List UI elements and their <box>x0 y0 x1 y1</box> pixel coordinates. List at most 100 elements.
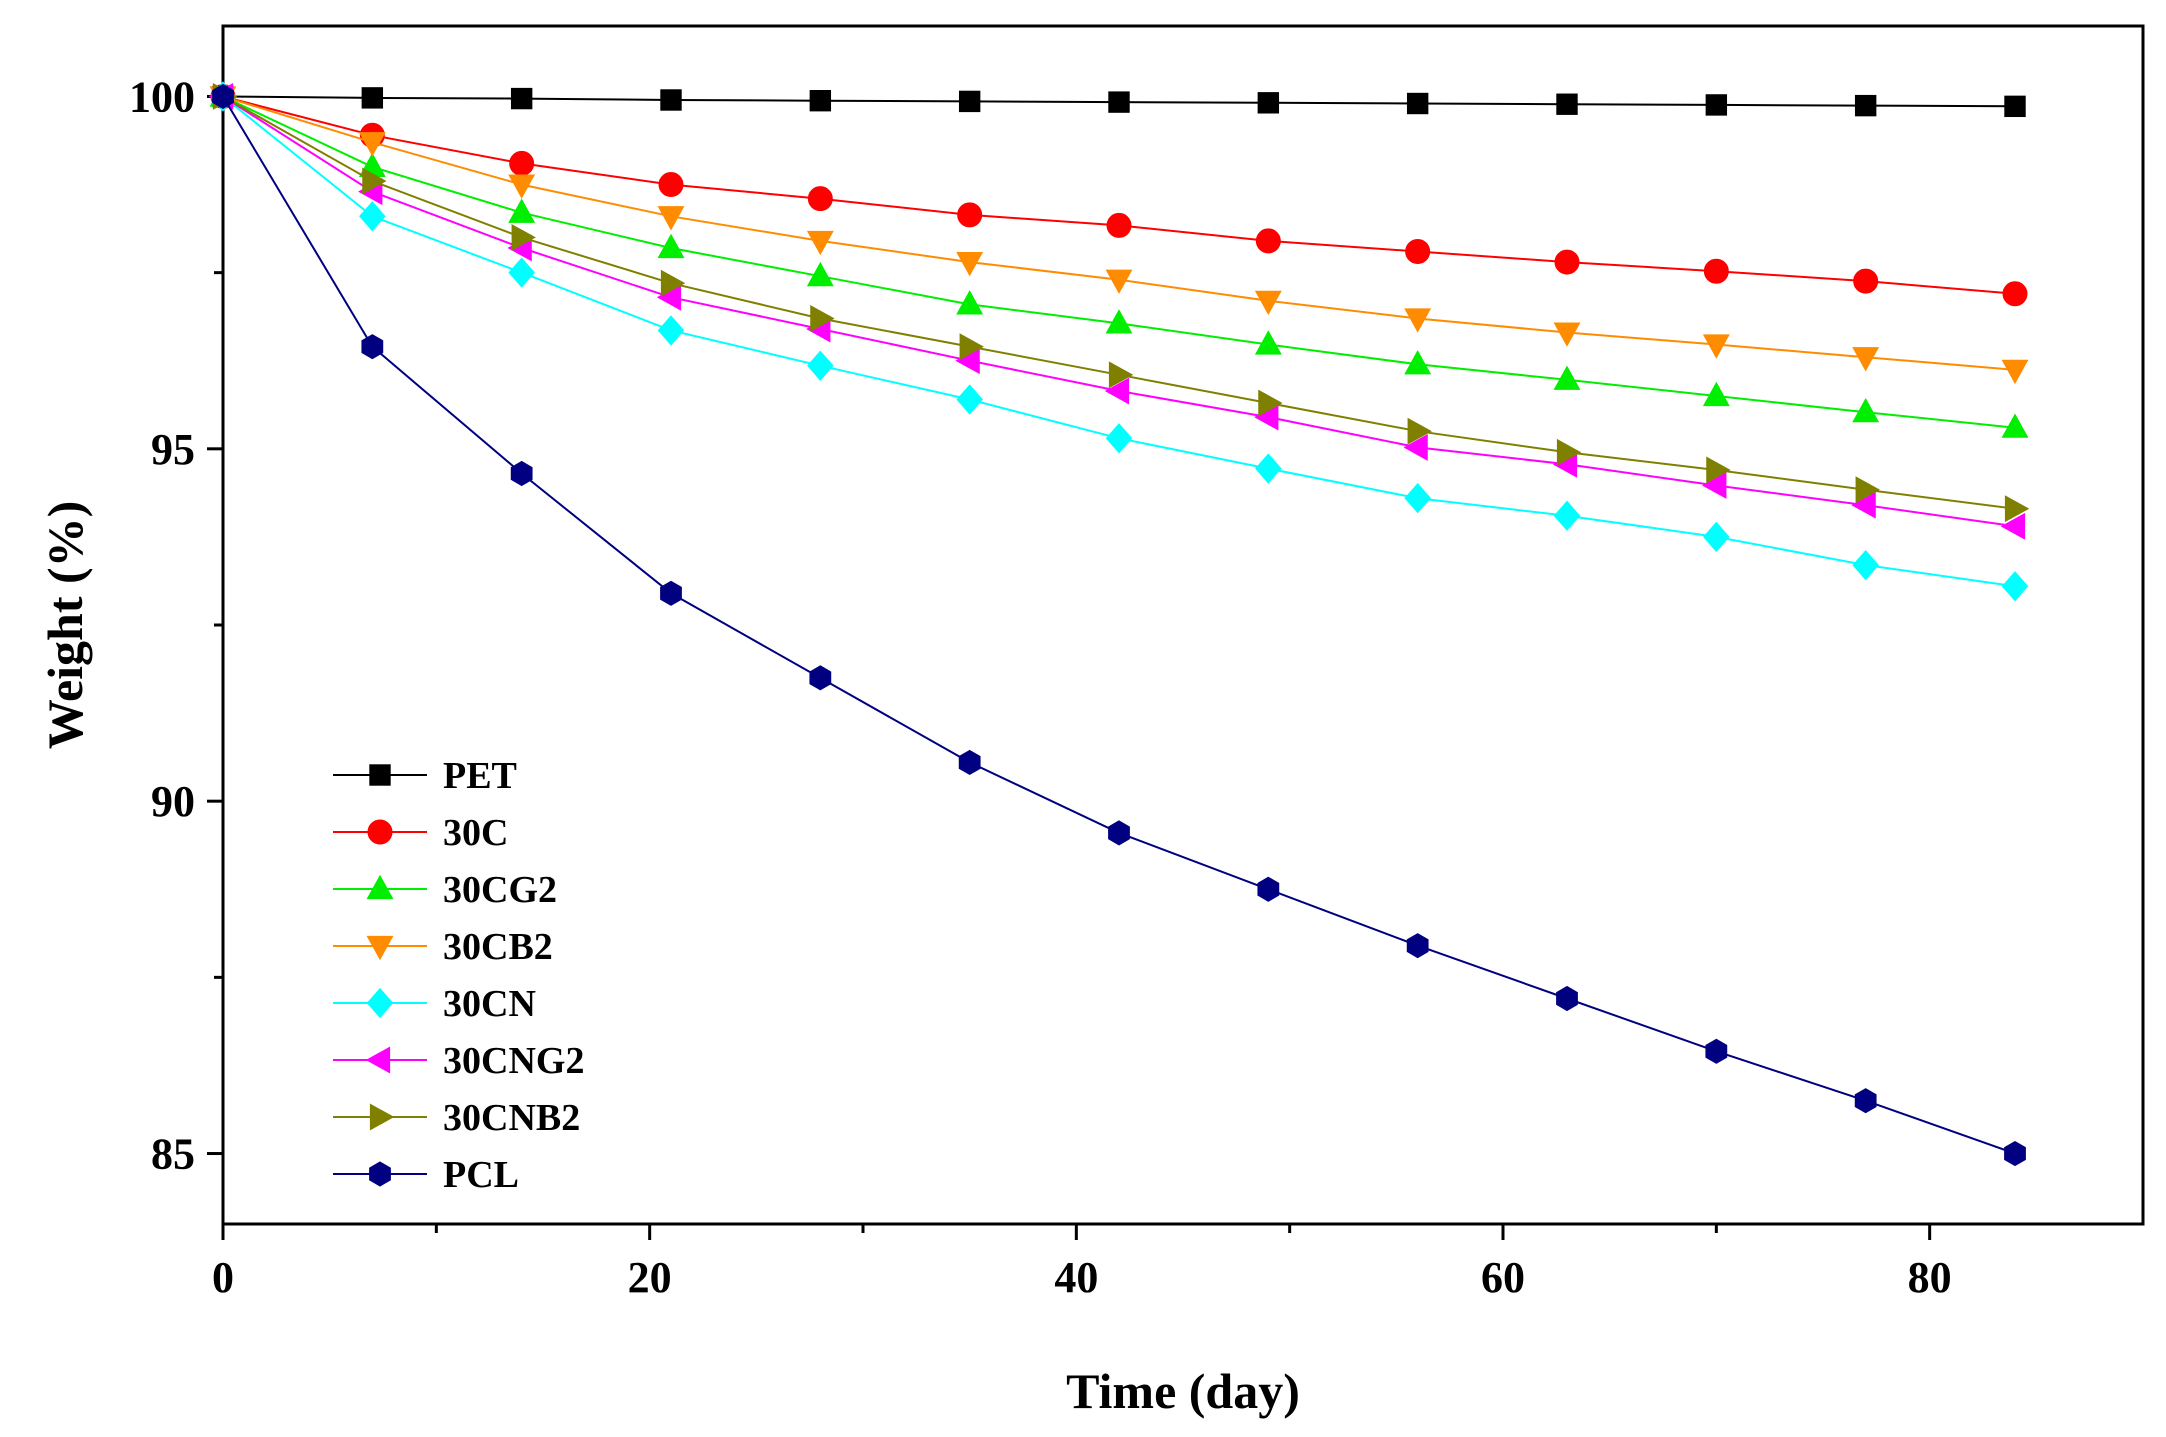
series-30C <box>210 83 2028 307</box>
legend-label: PCL <box>443 1154 519 1196</box>
data-point <box>957 202 983 228</box>
data-point <box>1404 350 1432 375</box>
data-point <box>959 333 984 361</box>
data-point <box>807 186 833 212</box>
data-point <box>1855 476 1880 504</box>
x-tick-label: 0 <box>212 1253 234 1302</box>
data-point <box>1553 365 1581 390</box>
data-point <box>807 350 834 381</box>
data-point <box>1854 1088 1877 1114</box>
x-axis-title: Time (day) <box>1066 1363 1300 1419</box>
data-point <box>1406 933 1429 959</box>
data-point <box>806 230 834 256</box>
data-point <box>956 290 984 315</box>
data-point <box>1105 309 1133 334</box>
y-axis-title: Weight (%) <box>37 501 93 750</box>
data-point <box>1105 423 1133 454</box>
data-point <box>2004 95 2026 118</box>
data-point <box>1702 381 1730 407</box>
data-point <box>660 580 682 606</box>
legend-item: PCL <box>333 1154 519 1196</box>
data-point <box>1257 92 1280 114</box>
data-point <box>1105 269 1133 294</box>
series-PET <box>212 85 2026 118</box>
data-point <box>1257 876 1280 902</box>
data-point <box>1255 453 1282 484</box>
data-point <box>1854 94 1877 117</box>
data-point <box>2004 495 2030 523</box>
data-point <box>1254 290 1282 316</box>
data-point <box>1108 361 1134 389</box>
data-point <box>1702 472 1727 499</box>
legend-label: 30CG2 <box>443 869 557 911</box>
data-point <box>510 460 533 487</box>
data-point <box>1853 268 1879 294</box>
data-point <box>1556 985 1578 1012</box>
data-point <box>1553 322 1581 347</box>
x-tick-label: 20 <box>628 1253 672 1302</box>
data-point <box>956 251 984 277</box>
data-point <box>508 174 536 199</box>
data-point <box>1703 521 1730 553</box>
data-point <box>809 665 832 691</box>
data-point <box>1255 228 1281 254</box>
data-point <box>1852 397 1880 423</box>
data-point <box>362 167 387 195</box>
data-point <box>1703 258 1729 284</box>
data-point <box>2001 413 2029 438</box>
legend-label: 30C <box>443 812 508 854</box>
data-point <box>1254 330 1282 355</box>
data-point <box>2002 281 2028 307</box>
data-point <box>1403 433 1428 461</box>
y-tick-label: 85 <box>151 1130 195 1179</box>
legend-item: 30CG2 <box>333 869 557 911</box>
legend-marker <box>369 1103 395 1131</box>
data-point <box>1706 456 1731 484</box>
legend-marker <box>366 874 394 900</box>
data-point <box>1407 417 1432 445</box>
y-tick-label: 90 <box>151 777 195 826</box>
series-layer <box>208 81 2030 1167</box>
data-point <box>1104 377 1130 405</box>
data-point <box>1406 92 1429 115</box>
data-point <box>1108 91 1130 113</box>
data-point <box>1405 239 1431 265</box>
data-point <box>508 257 535 288</box>
data-point <box>510 87 533 110</box>
data-point <box>509 150 535 176</box>
series-30CG2 <box>209 82 2029 438</box>
data-point <box>1852 347 1880 372</box>
data-point <box>2004 1140 2026 1167</box>
data-point <box>658 172 684 198</box>
data-point <box>1851 491 1876 519</box>
data-point <box>361 87 384 109</box>
series-30CNB2 <box>212 83 2030 523</box>
legend-marker <box>366 935 394 961</box>
data-point <box>1404 482 1431 514</box>
data-point <box>212 83 234 110</box>
data-point <box>1108 820 1130 846</box>
legend-marker <box>365 1046 391 1074</box>
data-point <box>1556 438 1582 466</box>
data-point <box>657 206 685 231</box>
data-point <box>810 305 835 332</box>
data-point <box>511 223 536 251</box>
data-point <box>956 384 983 415</box>
legend-item: 30CNB2 <box>333 1097 580 1139</box>
legend-marker <box>369 1161 391 1187</box>
legend-item: 30CN <box>333 983 536 1025</box>
data-point <box>660 89 682 111</box>
data-point <box>1554 249 1580 275</box>
x-tick-label: 40 <box>1054 1253 1098 1302</box>
data-point <box>1705 94 1728 116</box>
legend-item: 30C <box>333 812 508 854</box>
data-point <box>657 233 685 259</box>
legend-item: PET <box>333 755 517 797</box>
data-point <box>1852 549 1879 581</box>
data-point <box>1106 212 1132 238</box>
data-point <box>1556 93 1578 115</box>
series-PCL <box>212 83 2026 1167</box>
legend: PET 30C 30CG2 30CB2 30CN 30CNG2 30CNB2 PCL <box>333 755 584 1196</box>
data-point <box>1258 389 1283 417</box>
